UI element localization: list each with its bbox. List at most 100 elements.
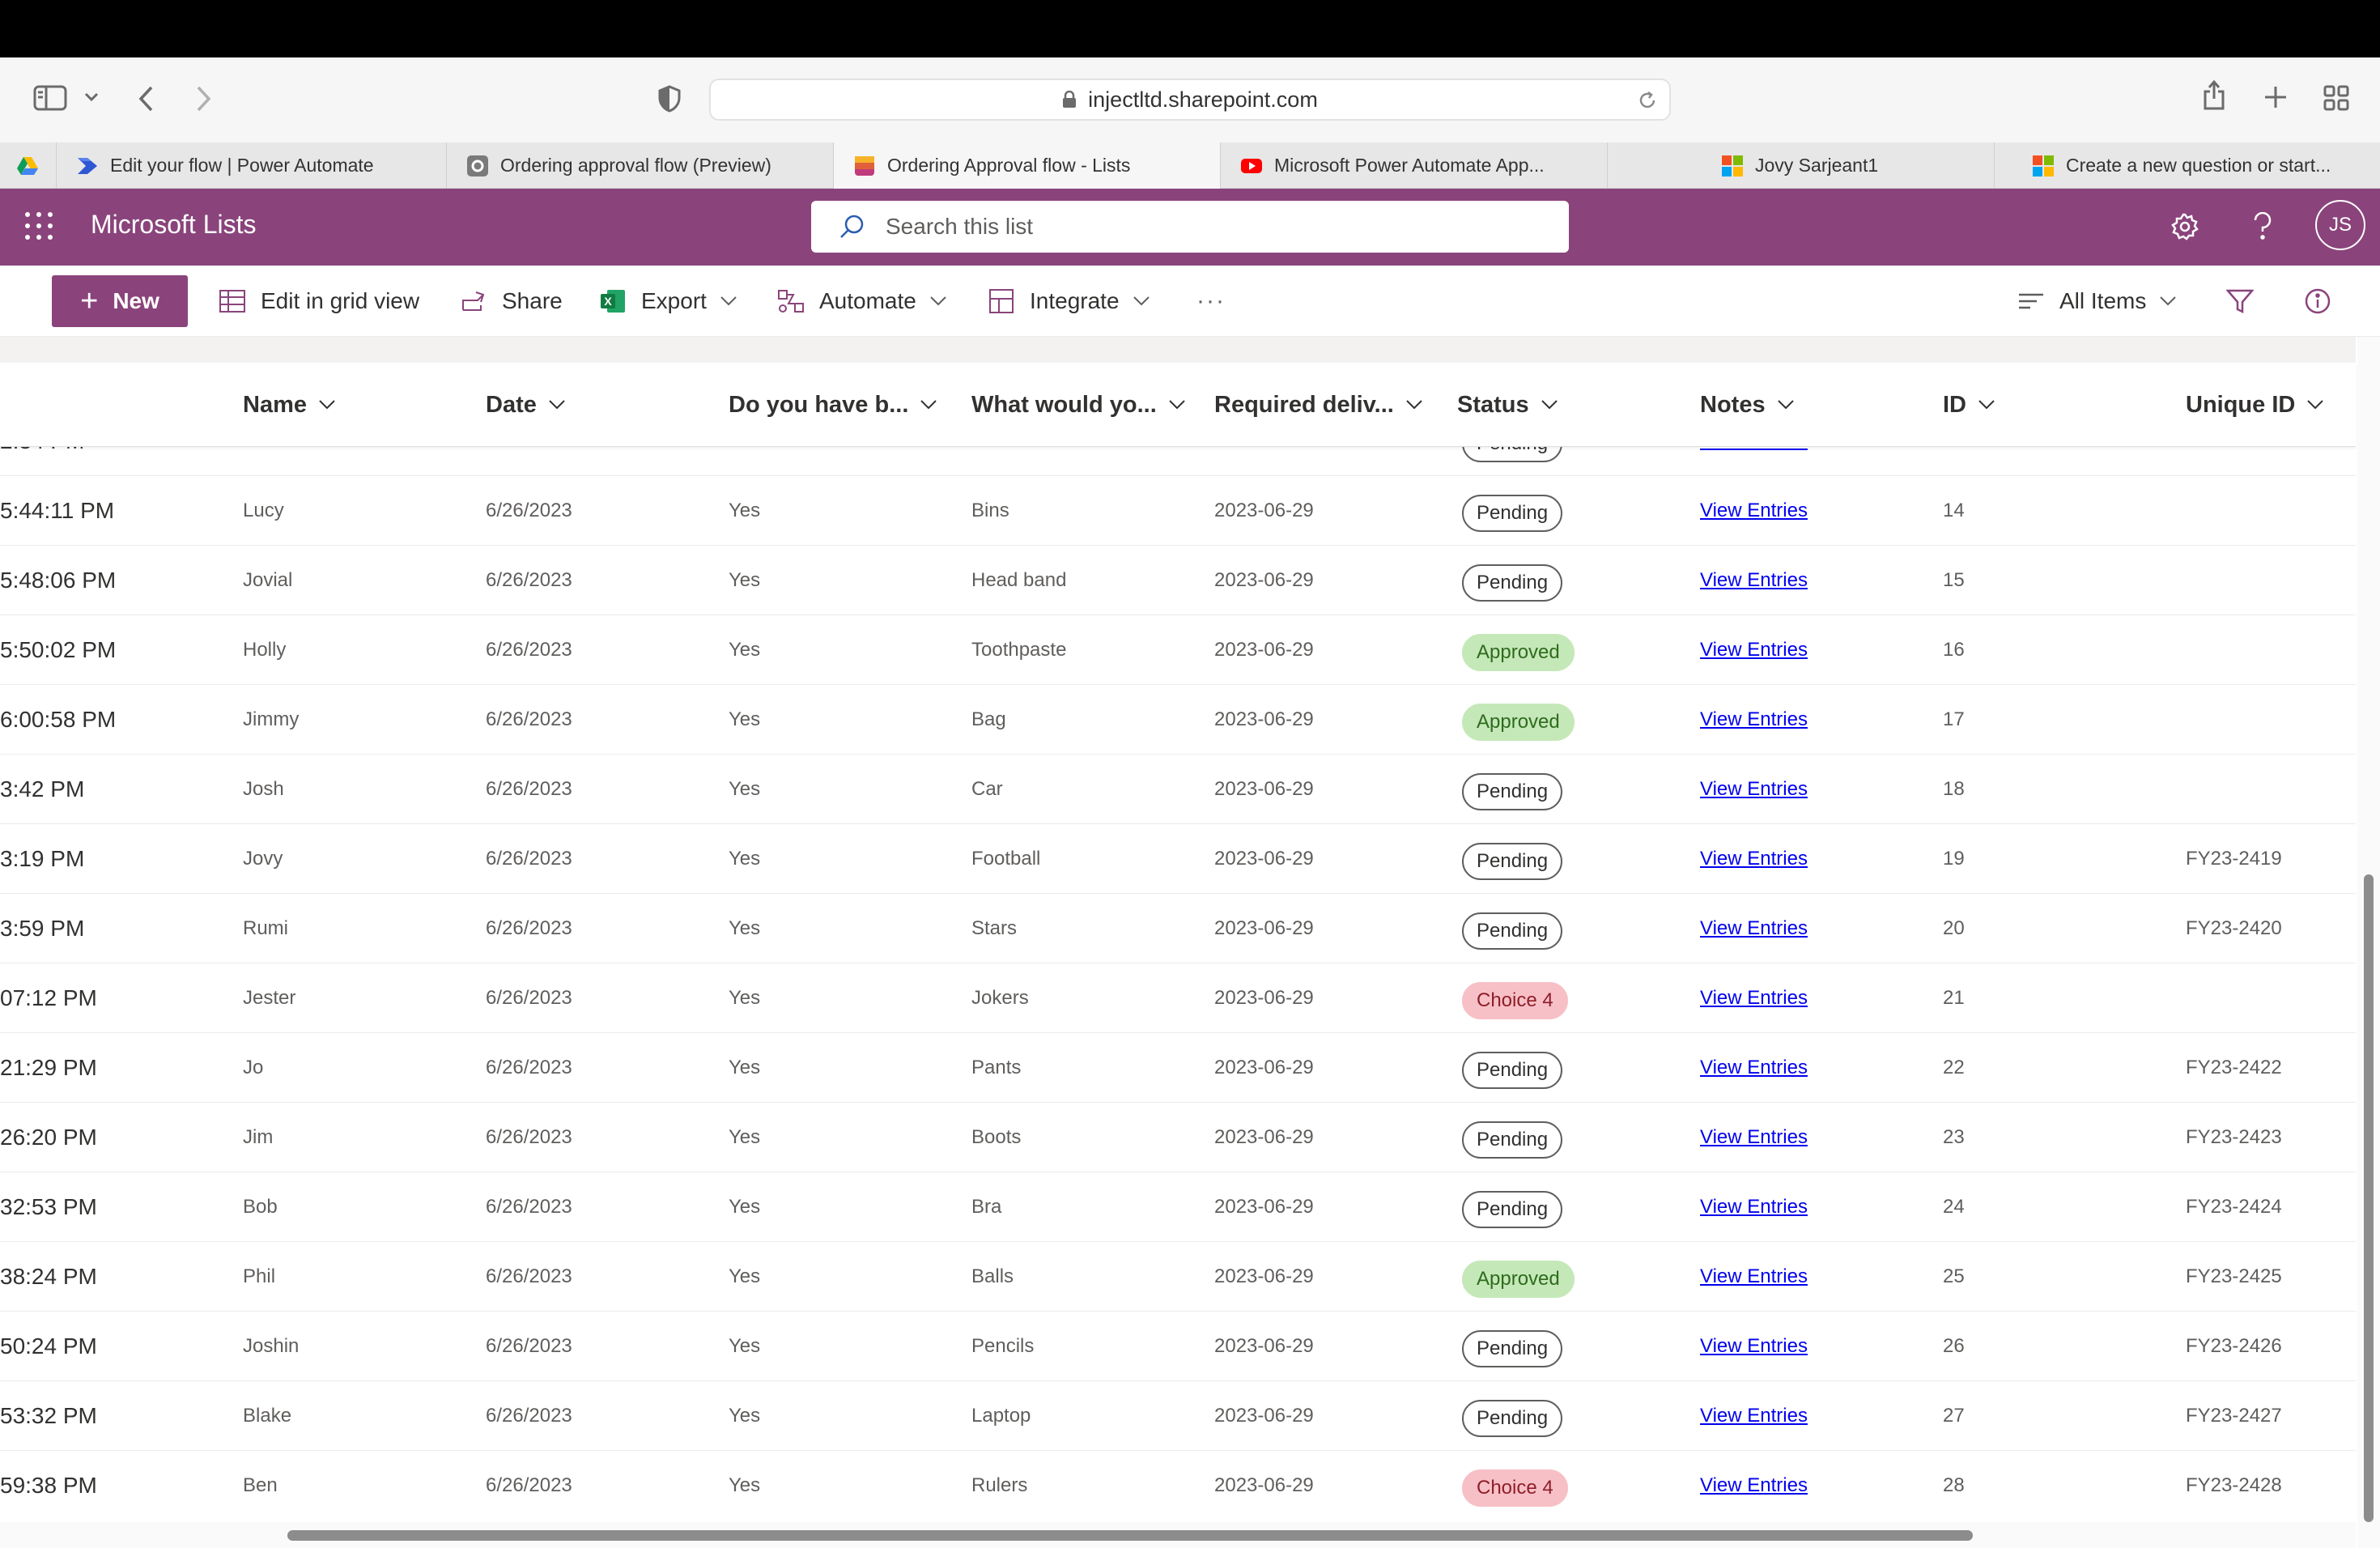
export-button[interactable]: X Export: [599, 266, 737, 337]
cell-name: Jim: [243, 1103, 273, 1172]
cell-id: 24: [1943, 1172, 1965, 1242]
cell-what-would-you-value: Rulers: [971, 1474, 1028, 1496]
table-row[interactable]: 3:19 PM Jovy 6/26/2023 Yes Football 2023-06-2…: [0, 824, 2356, 894]
view-entries-link[interactable]: View Entries: [1700, 569, 1808, 591]
column-header-date[interactable]: Date: [486, 363, 566, 447]
view-entries-link[interactable]: View Entries: [1700, 500, 1808, 521]
chevron-down-icon: [1777, 400, 1794, 410]
view-entries-link[interactable]: View Entries: [1700, 639, 1808, 661]
cell-what-would-you: Pencils: [971, 1312, 1034, 1381]
vertical-scrollbar[interactable]: [2357, 337, 2380, 1548]
view-entries-link[interactable]: View Entries: [1700, 917, 1808, 939]
table-row[interactable]: 38:24 PM Phil 6/26/2023 Yes Balls 2023-06-29 A…: [0, 1242, 2356, 1312]
cell-what-would-you: Car: [971, 755, 1003, 824]
app-launcher-icon[interactable]: [24, 211, 53, 240]
share-button[interactable]: Share: [460, 266, 563, 337]
view-entries-link[interactable]: View Entries: [1700, 1057, 1808, 1078]
cell-unique-id-value: FY23-2425: [2186, 1265, 2282, 1287]
horizontal-scrollbar[interactable]: [0, 1522, 2356, 1548]
tab-google-drive[interactable]: [0, 142, 57, 189]
column-header-name[interactable]: Name: [243, 363, 336, 447]
address-bar[interactable]: injectltd.sharepoint.com: [709, 79, 1671, 121]
table-row[interactable]: 5:50:02 PM Holly 6/26/2023 Yes Toothpaste 202…: [0, 615, 2356, 685]
cell-name-value: Phil: [243, 1265, 276, 1287]
table-row[interactable]: 07:12 PM Jester 6/26/2023 Yes Jokers 2023-06-…: [0, 963, 2356, 1033]
cell-unique-id-value: FY23-2423: [2186, 1126, 2282, 1148]
new-tab-icon[interactable]: [2263, 85, 2288, 109]
cell-status: Pending: [1462, 755, 1563, 824]
info-button[interactable]: [2304, 266, 2346, 337]
cell-what-would-you-value: Stars: [971, 917, 1018, 939]
table-row[interactable]: 5:44:11 PM Lucy 6/26/2023 Yes Bins 2023-06-29…: [0, 476, 2356, 546]
tab-lists[interactable]: Ordering Approval flow - Lists: [834, 142, 1221, 189]
tab-jovy[interactable]: Jovy Sarjeant1: [1608, 142, 1995, 189]
cell-date: 6/26/2023: [486, 963, 572, 1033]
vertical-scroll-thumb[interactable]: [2364, 874, 2374, 1522]
avatar[interactable]: JS: [2315, 200, 2365, 250]
table-row[interactable]: 50:24 PM Joshin 6/26/2023 Yes Pencils 2023-06…: [0, 1312, 2356, 1381]
help-icon[interactable]: [2242, 206, 2283, 247]
cell-unique-id-value: FY23-2427: [2186, 1405, 2282, 1427]
view-entries-link[interactable]: View Entries: [1700, 1405, 1808, 1427]
automate-button[interactable]: Automate: [777, 266, 947, 337]
edit-grid-view-button[interactable]: Edit in grid view: [219, 266, 419, 337]
view-entries-link[interactable]: View Entries: [1700, 987, 1808, 1009]
share-icon[interactable]: [2202, 79, 2226, 111]
column-header-status[interactable]: Status: [1457, 363, 1558, 447]
tab-youtube[interactable]: Microsoft Power Automate App...: [1221, 142, 1608, 189]
back-icon[interactable]: [138, 85, 154, 113]
column-header-what-would-you[interactable]: What would yo...: [971, 363, 1186, 447]
view-entries-link[interactable]: View Entries: [1700, 1335, 1808, 1357]
reload-icon[interactable]: [1637, 90, 1658, 111]
more-options-button[interactable]: ···: [1196, 287, 1226, 314]
tab-overview-icon[interactable]: [2323, 85, 2349, 111]
table-row[interactable]: 3:42 PM Josh 6/26/2023 Yes Car 2023-06-29 Pend…: [0, 755, 2356, 824]
cell-do-you-have: Yes: [729, 615, 760, 685]
sidebar-toggle-icon[interactable]: [32, 83, 68, 113]
view-entries-link[interactable]: View Entries: [1700, 1265, 1808, 1287]
tab-forms[interactable]: Ordering approval flow (Preview): [447, 142, 834, 189]
search-box[interactable]: [811, 201, 1569, 253]
integrate-button[interactable]: Integrate: [988, 266, 1150, 337]
tab-power-automate[interactable]: Edit your flow | Power Automate: [57, 142, 447, 189]
table-row[interactable]: 59:38 PM Ben 6/26/2023 Yes Rulers 2023-06-29 C…: [0, 1451, 2356, 1519]
column-header-unique-id[interactable]: Unique ID: [2186, 363, 2324, 447]
view-entries-link[interactable]: View Entries: [1700, 848, 1808, 870]
privacy-shield-icon[interactable]: [657, 85, 682, 113]
view-label: All Items: [2059, 288, 2147, 313]
cell-what-would-you: Balls: [971, 1242, 1014, 1312]
table-row[interactable]: 53:32 PM Blake 6/26/2023 Yes Laptop 2023-06-2…: [0, 1381, 2356, 1451]
list-rows: 2:34 PMJim6/26/2023YesBottle2023-06-29Pe…: [0, 434, 2356, 1519]
view-entries-link[interactable]: View Entries: [1700, 1126, 1808, 1148]
cell-do-you-have: Yes: [729, 1172, 760, 1242]
tab-create-question[interactable]: Create a new question or start...: [1995, 142, 2380, 189]
search-input[interactable]: [886, 214, 1549, 240]
table-row[interactable]: 3:59 PM Rumi 6/26/2023 Yes Stars 2023-06-29 Pe…: [0, 894, 2356, 963]
cell-notes: View Entries: [1700, 1242, 1808, 1312]
forward-icon[interactable]: [196, 85, 212, 113]
app-title[interactable]: Microsoft Lists: [91, 210, 257, 239]
table-row[interactable]: 32:53 PM Bob 6/26/2023 Yes Bra 2023-06-29 Pend…: [0, 1172, 2356, 1242]
column-header-required-delivery[interactable]: Required deliv...: [1214, 363, 1423, 447]
cell-date: 6/26/2023: [486, 1451, 572, 1519]
view-entries-link[interactable]: View Entries: [1700, 778, 1808, 800]
column-header-do-you-have[interactable]: Do you have b...: [729, 363, 937, 447]
view-entries-link[interactable]: View Entries: [1700, 708, 1808, 730]
settings-gear-icon[interactable]: [2165, 206, 2205, 247]
view-entries-link[interactable]: View Entries: [1700, 1196, 1808, 1218]
column-header-id[interactable]: ID: [1943, 363, 1995, 447]
table-row[interactable]: 6:00:58 PM Jimmy 6/26/2023 Yes Bag 2023-06-29…: [0, 685, 2356, 755]
cell-do-you-have: Yes: [729, 1242, 760, 1312]
view-entries-link[interactable]: View Entries: [1700, 1474, 1808, 1496]
chevron-down-icon[interactable]: [84, 91, 99, 103]
column-header-notes[interactable]: Notes: [1700, 363, 1795, 447]
new-item-button[interactable]: + New: [52, 275, 188, 327]
view-selector[interactable]: All Items: [2017, 266, 2177, 337]
table-row[interactable]: 5:48:06 PM Jovial 6/26/2023 Yes Head band 202…: [0, 546, 2356, 615]
table-row[interactable]: 21:29 PM Jo 6/26/2023 Yes Pants 2023-06-29 Pen…: [0, 1033, 2356, 1103]
filter-button[interactable]: [2226, 266, 2268, 337]
table-row[interactable]: 26:20 PM Jim 6/26/2023 Yes Boots 2023-06-29 Pe…: [0, 1103, 2356, 1172]
horizontal-scroll-thumb[interactable]: [287, 1530, 1973, 1541]
cell-date-value: 6/26/2023: [486, 987, 572, 1009]
chevron-down-icon: [549, 400, 565, 410]
